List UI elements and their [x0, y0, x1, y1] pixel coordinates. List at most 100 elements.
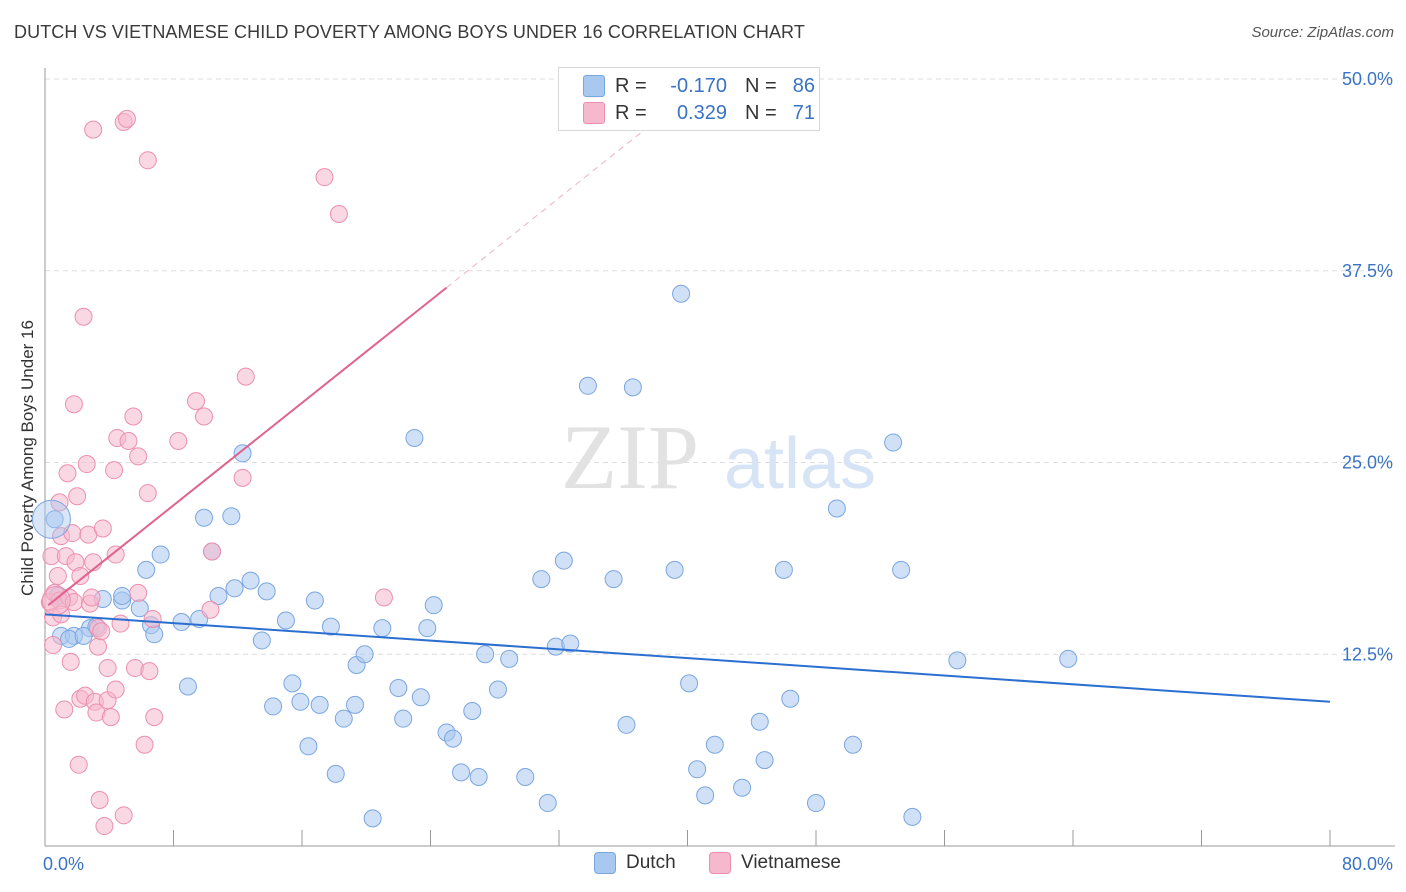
legend-r-label: R =: [615, 101, 647, 124]
vietnamese-point: [95, 817, 114, 836]
vietnamese-point: [92, 622, 111, 641]
dutch-point: [578, 376, 597, 395]
vietnamese-point: [203, 542, 222, 561]
vietnamese-point: [138, 484, 157, 503]
vietnamese-point: [117, 109, 136, 128]
dutch-point: [225, 579, 244, 598]
dutch-point: [672, 284, 691, 303]
dutch-point: [299, 737, 318, 756]
vietnamese-point: [98, 659, 117, 678]
dutch-point: [561, 634, 580, 653]
vietnamese-point: [68, 487, 87, 506]
vietnamese-point: [201, 600, 220, 619]
dutch-point: [424, 596, 443, 615]
dutch-point: [373, 619, 392, 638]
dutch-point: [321, 617, 340, 636]
vietnamese-point: [111, 614, 130, 633]
vietnamese-point: [129, 583, 148, 602]
dutch-point: [755, 751, 774, 770]
dutch-point: [355, 645, 374, 664]
vietnamese-point: [236, 367, 255, 386]
gridlines: [45, 78, 1395, 655]
dutch-point: [178, 677, 197, 696]
legend-n-label: N =: [745, 101, 777, 124]
dutch-point: [137, 560, 156, 579]
vietnamese-point: [74, 307, 93, 326]
dutch-point: [45, 510, 64, 529]
dutch-point: [172, 613, 191, 632]
vietnamese-point: [315, 168, 334, 187]
vietnamese-point: [233, 468, 252, 487]
y-tick-label: 50.0%: [1342, 69, 1393, 89]
vietnamese-point: [145, 708, 164, 727]
axes: [44, 68, 1395, 847]
vietnamese-point: [119, 432, 138, 451]
dutch-trend-line: [44, 613, 1331, 703]
tick-labels: 12.5% 25.0% 37.5% 50.0% 0.0% 80.0%: [43, 69, 1393, 874]
series-legend: Dutch Vietnamese: [0, 852, 1406, 878]
vietnamese-point: [140, 662, 159, 681]
dutch-point: [688, 760, 707, 779]
vietnamese-point: [129, 447, 148, 466]
vietnamese-point: [69, 755, 88, 774]
correlation-legend: R = -0.170 N = 86 R = 0.329 N = 71: [558, 67, 820, 131]
trend-lines: [44, 69, 1331, 703]
dutch-point: [363, 809, 382, 828]
legend-label-dutch: Dutch: [626, 852, 676, 873]
vietnamese-point: [82, 588, 101, 607]
dutch-point: [696, 786, 715, 805]
dutch-point: [948, 651, 967, 670]
y-tick-label: 25.0%: [1342, 453, 1393, 473]
dutch-point: [74, 626, 93, 645]
dutch-point: [452, 763, 471, 782]
vietnamese-point: [105, 461, 124, 480]
dutch-point: [346, 695, 365, 714]
dutch-point: [463, 702, 482, 721]
vietnamese-point: [195, 407, 214, 426]
dutch-point: [151, 545, 170, 564]
dutch-point: [334, 709, 353, 728]
legend-row-vietnamese: R = 0.329 N = 71: [583, 100, 815, 126]
vietnamese-point: [77, 455, 96, 474]
dutch-point: [532, 570, 551, 589]
dutch-point: [807, 794, 825, 813]
dutch-point: [241, 571, 260, 590]
watermark: ZIP atlas: [561, 406, 876, 508]
dutch-point: [500, 649, 519, 668]
dutch-point: [283, 674, 302, 693]
vietnamese-point: [329, 204, 348, 223]
dutch-point: [418, 619, 437, 638]
dutch-point: [781, 689, 800, 708]
dutch-point: [705, 735, 724, 754]
dutch-point: [411, 688, 430, 707]
dutch-point: [310, 695, 329, 714]
dutch-point: [516, 767, 535, 786]
dutch-point: [257, 582, 276, 601]
source-label: Source: ZipAtlas.com: [1251, 24, 1394, 41]
legend-item-dutch: Dutch: [594, 852, 676, 874]
legend-r-value: -0.170: [670, 74, 727, 97]
vietnamese-point: [106, 680, 125, 699]
legend-r-value: 0.329: [676, 101, 727, 124]
data-points: [31, 109, 1078, 836]
vietnamese-point: [374, 588, 393, 607]
dutch-point: [394, 709, 413, 728]
vietnamese-point: [89, 637, 108, 656]
dutch-point: [843, 735, 862, 754]
vietnamese-point: [64, 395, 83, 414]
watermark-atlas: atlas: [724, 424, 876, 504]
legend-swatch-vietnamese: [583, 102, 605, 124]
vietnamese-point: [106, 545, 125, 564]
vietnamese-point: [44, 636, 63, 655]
vietnamese-point: [61, 652, 80, 671]
dutch-point: [443, 729, 462, 748]
dutch-point: [252, 631, 271, 650]
dutch-point: [476, 645, 495, 664]
dutch-point: [774, 560, 793, 579]
dutch-point: [195, 508, 214, 527]
vietnamese-point: [93, 519, 112, 538]
vietnamese-point: [169, 432, 188, 451]
vietnamese-point: [101, 708, 120, 727]
dutch-point: [665, 560, 684, 579]
